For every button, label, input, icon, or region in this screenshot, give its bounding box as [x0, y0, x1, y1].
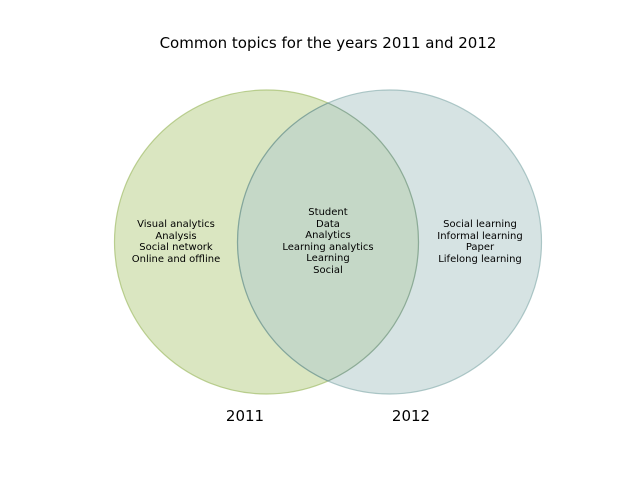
diagram-title: Common topics for the years 2011 and 201… — [159, 34, 497, 52]
topic-label: Social — [313, 265, 343, 277]
topic-label: Lifelong learning — [438, 253, 522, 265]
overlap-outline — [236, 102, 420, 382]
topic-label: Analytics — [305, 230, 351, 242]
topic-label: Data — [316, 218, 340, 230]
topic-label: Online and offline — [131, 253, 221, 265]
topic-label: Analysis — [155, 230, 197, 242]
topic-label: Visual analytics — [137, 218, 215, 230]
topic-label: Paper — [465, 242, 495, 253]
region-only-2012: Social learning Informal learning Paper Lif… — [437, 219, 522, 265]
topic-label: Learning — [306, 253, 350, 265]
topic-label: Social learning — [443, 218, 517, 230]
topic-label: Informal learning — [437, 230, 523, 242]
region-overlap: Student Data Analytics Learning analytics Le… — [282, 207, 373, 277]
set-label-2011: 2011 — [225, 407, 265, 425]
topic-label: Student — [308, 207, 348, 219]
set-label-2012: 2012 — [391, 407, 431, 425]
topic-label: Social network — [139, 242, 213, 253]
region-only-2011: Visual analytics Analysis Social network On… — [132, 219, 220, 265]
topic-label: Learning analytics — [282, 242, 374, 253]
